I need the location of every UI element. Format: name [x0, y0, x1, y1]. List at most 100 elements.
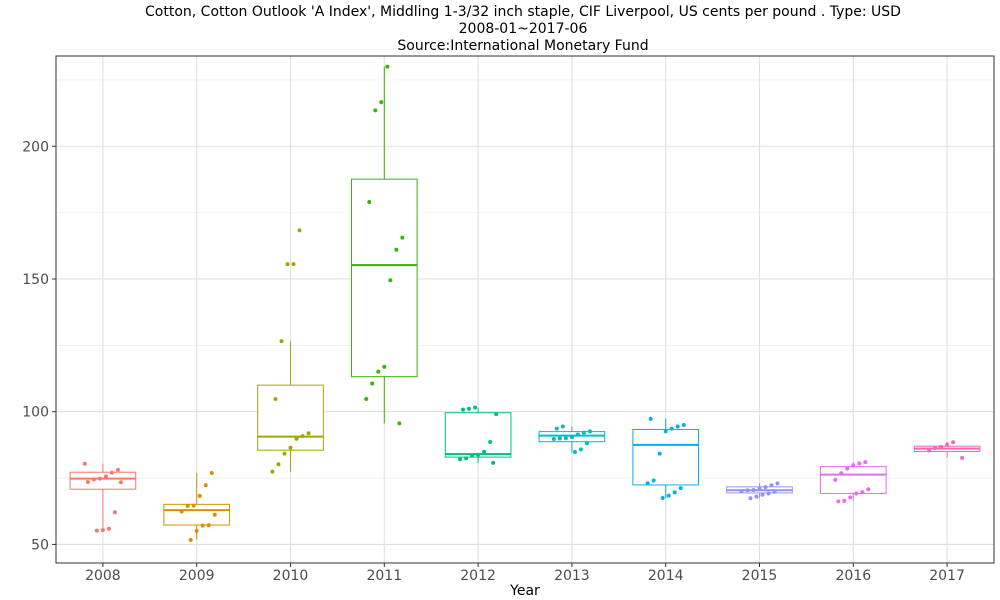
data-point — [85, 480, 90, 485]
data-point — [833, 477, 838, 482]
data-point — [648, 416, 653, 421]
data-point — [188, 537, 193, 542]
x-axis-label: Year — [509, 583, 540, 599]
data-point — [300, 434, 305, 439]
data-point — [554, 426, 559, 431]
data-point — [364, 396, 369, 401]
data-point — [291, 262, 296, 267]
data-point — [839, 471, 844, 476]
data-point — [273, 396, 278, 401]
data-point — [282, 451, 287, 456]
y-axis: 50 100 150 200 — [22, 139, 56, 553]
data-point — [106, 526, 111, 531]
panel-border — [55, 55, 995, 564]
data-point — [288, 445, 293, 450]
data-point — [563, 436, 568, 441]
data-point — [97, 476, 102, 481]
data-point — [294, 436, 299, 441]
data-point — [94, 528, 99, 533]
data-point — [297, 228, 302, 233]
data-point — [960, 455, 965, 460]
data-point — [373, 108, 378, 113]
box-group-2010 — [257, 228, 324, 474]
data-point — [927, 448, 932, 453]
data-point — [866, 487, 871, 492]
data-point — [951, 440, 956, 445]
box-group-2008 — [69, 461, 137, 533]
title-block: Cotton, Cotton Outlook 'A Index', Middli… — [0, 4, 1000, 55]
chart-subtitle: 2008-01~2017-06 — [458, 21, 588, 37]
data-point — [203, 483, 208, 488]
box — [163, 503, 231, 526]
x-tick-label: 2017 — [929, 568, 965, 584]
data-point — [370, 381, 375, 386]
data-point — [775, 481, 780, 486]
data-point — [103, 474, 108, 479]
data-point — [675, 424, 680, 429]
data-point — [473, 405, 478, 410]
data-point — [745, 488, 750, 493]
data-point — [857, 461, 862, 466]
box — [69, 471, 137, 490]
data-point — [581, 430, 586, 435]
data-point — [557, 436, 562, 441]
data-point — [854, 491, 859, 496]
data-point — [400, 235, 405, 240]
data-point — [584, 441, 589, 446]
box-group-2013 — [538, 424, 606, 455]
data-point — [379, 100, 384, 105]
data-point — [678, 486, 683, 491]
y-tick-label: 200 — [22, 139, 49, 155]
data-point — [394, 247, 399, 252]
box-group-2014 — [632, 416, 700, 500]
data-point — [757, 486, 762, 491]
data-point — [842, 498, 847, 503]
data-point — [482, 449, 487, 454]
data-point — [467, 406, 472, 411]
box — [257, 384, 324, 451]
data-point — [397, 421, 402, 426]
x-tick-label: 2011 — [366, 568, 402, 584]
data-point — [461, 407, 466, 412]
data-point — [276, 462, 281, 467]
data-point — [458, 457, 463, 462]
data-point — [212, 512, 217, 517]
data-point — [587, 429, 592, 434]
data-point — [760, 492, 765, 497]
data-point — [657, 451, 662, 456]
data-point — [376, 369, 381, 374]
data-point — [754, 494, 759, 499]
data-point — [772, 489, 777, 494]
y-tick-label: 50 — [31, 537, 49, 553]
data-point — [200, 523, 205, 528]
data-point — [279, 339, 284, 344]
data-point — [270, 469, 275, 474]
data-point — [651, 478, 656, 483]
data-point — [945, 442, 950, 447]
data-point — [194, 528, 199, 533]
data-point — [748, 496, 753, 501]
data-point — [82, 461, 87, 466]
data-point — [100, 528, 105, 533]
chart-title: Cotton, Cotton Outlook 'A Index', Middli… — [145, 4, 901, 20]
data-point — [382, 364, 387, 369]
data-point — [769, 483, 774, 488]
data-point — [669, 426, 674, 431]
data-point — [660, 495, 665, 500]
data-point — [209, 471, 214, 476]
data-point — [560, 424, 565, 429]
data-point — [206, 523, 211, 528]
data-point — [933, 446, 938, 451]
box-group-2011 — [350, 64, 418, 426]
box-group-2009 — [163, 471, 231, 542]
x-tick-label: 2015 — [742, 568, 778, 584]
data-point — [681, 422, 686, 427]
data-point — [575, 432, 580, 437]
data-point — [197, 493, 202, 498]
data-point — [836, 499, 841, 504]
data-point — [569, 435, 574, 440]
box-group-2017 — [913, 440, 981, 460]
x-tick-label: 2013 — [554, 568, 590, 584]
data-point — [663, 429, 668, 434]
data-point — [476, 452, 481, 457]
